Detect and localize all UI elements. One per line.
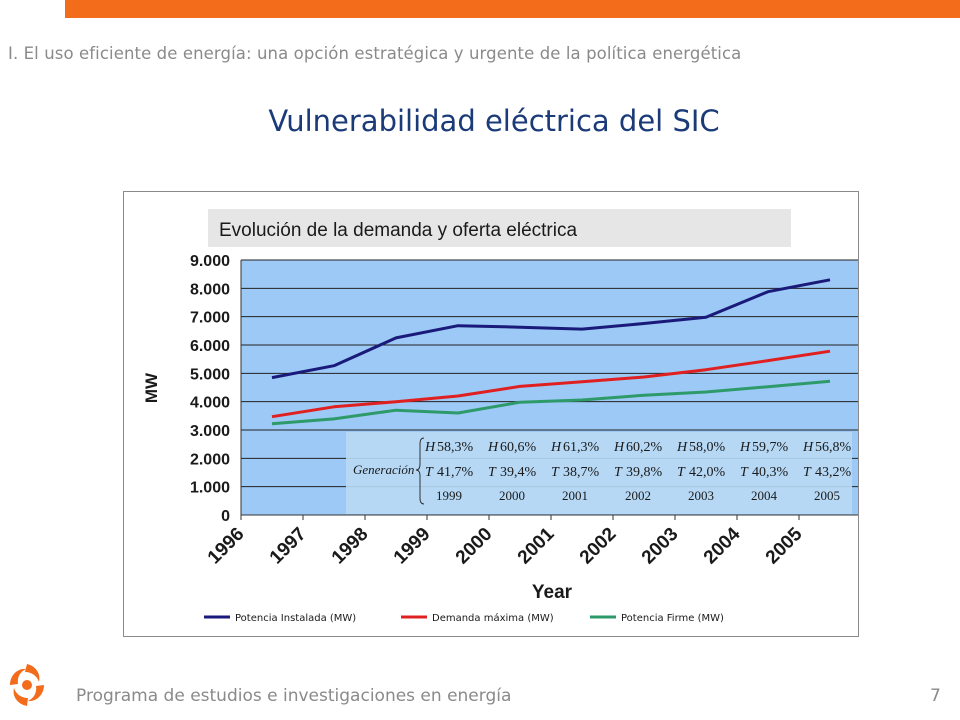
annotation-year: 2002 [625,488,651,503]
thermal-prefix: T [425,465,434,480]
hydro-share: 61,3% [563,440,600,455]
hydro-prefix: H [739,440,751,455]
thermal-share: 38,7% [563,465,600,480]
x-tick-label: 2004 [700,523,745,568]
annotation-box [346,432,852,514]
x-tick-label: 1996 [204,524,249,569]
hydro-prefix: H [802,440,814,455]
y-tick-label: 9.000 [190,253,230,270]
thermal-share: 39,4% [500,465,537,480]
chart-title-box [208,209,791,247]
y-axis-label: MW [142,372,161,403]
legend-label: Demanda máxima (MW) [432,612,554,624]
chart-title: Evolución de la demanda y oferta eléctri… [219,220,577,241]
thermal-share: 43,2% [815,465,852,480]
thermal-share: 41,7% [437,465,474,480]
thermal-prefix: T [677,465,686,480]
annotation-year: 2005 [814,488,840,503]
x-tick-label: 2002 [576,524,621,569]
annotation-year: 2004 [751,488,778,503]
y-tick-label: 4.000 [190,395,230,412]
thermal-prefix: T [551,465,560,480]
hydro-prefix: H [676,440,688,455]
series-line [271,278,831,380]
thermal-prefix: T [740,465,749,480]
x-tick-label: 2001 [514,523,559,568]
section-subtitle: I. El uso eficiente de energía: una opci… [8,44,742,63]
y-tick-label: 6.000 [190,338,230,355]
y-tick-label: 5.000 [190,366,230,383]
hydro-share: 60,2% [626,440,663,455]
top-accent-bar [65,0,960,18]
hydro-prefix: H [424,440,436,455]
slide-title: Vulnerabilidad eléctrica del SIC [268,104,720,138]
x-tick-label: 2000 [452,524,497,569]
hydro-share: 59,7% [752,440,789,455]
thermal-prefix: T [803,465,812,480]
thermal-prefix: T [614,465,623,480]
hydro-prefix: H [613,440,625,455]
hydro-share: 56,8% [815,440,852,455]
hydro-prefix: H [550,440,562,455]
y-tick-label: 2.000 [190,451,230,468]
annotation-year: 2001 [562,488,588,503]
x-tick-label: 1998 [328,524,373,569]
y-tick-label: 0 [221,508,230,525]
annotation-row-label: Generación [353,462,414,477]
legend-label: Potencia Firme (MW) [621,613,724,624]
legend-label: Potencia Instalada (MW) [235,613,356,624]
thermal-prefix: T [488,465,497,480]
hydro-share: 60,6% [500,440,537,455]
y-tick-label: 1.000 [190,480,230,497]
hydro-share: 58,0% [689,440,726,455]
x-tick-label: 2003 [638,524,683,569]
thermal-share: 39,8% [626,465,663,480]
series-line [271,349,831,419]
x-tick-label: 1999 [390,524,435,569]
annotation-brace [415,437,425,505]
annotation-year: 2000 [499,488,525,503]
chart-frame: Evolución de la demanda y oferta eléctri… [123,191,859,637]
annotation-year: 2003 [688,488,714,503]
series-line [271,379,831,426]
annotation-year: 1999 [436,488,462,503]
line-chart: Evolución de la demanda y oferta eléctri… [142,209,858,624]
footer-text: Programa de estudios e investigaciones e… [76,686,512,706]
thermal-share: 40,3% [752,465,789,480]
y-tick-label: 8.000 [190,281,230,298]
y-tick-label: 7.000 [190,310,230,327]
hydro-prefix: H [487,440,499,455]
thermal-share: 42,0% [689,465,726,480]
x-tick-label: 2005 [762,523,807,568]
x-tick-label: 1997 [266,524,311,569]
orange-swirl-logo-icon [10,664,44,706]
hydro-share: 58,3% [437,440,474,455]
page-number: 7 [930,686,941,706]
x-axis-label: Year [532,582,573,603]
y-tick-label: 3.000 [190,423,230,440]
